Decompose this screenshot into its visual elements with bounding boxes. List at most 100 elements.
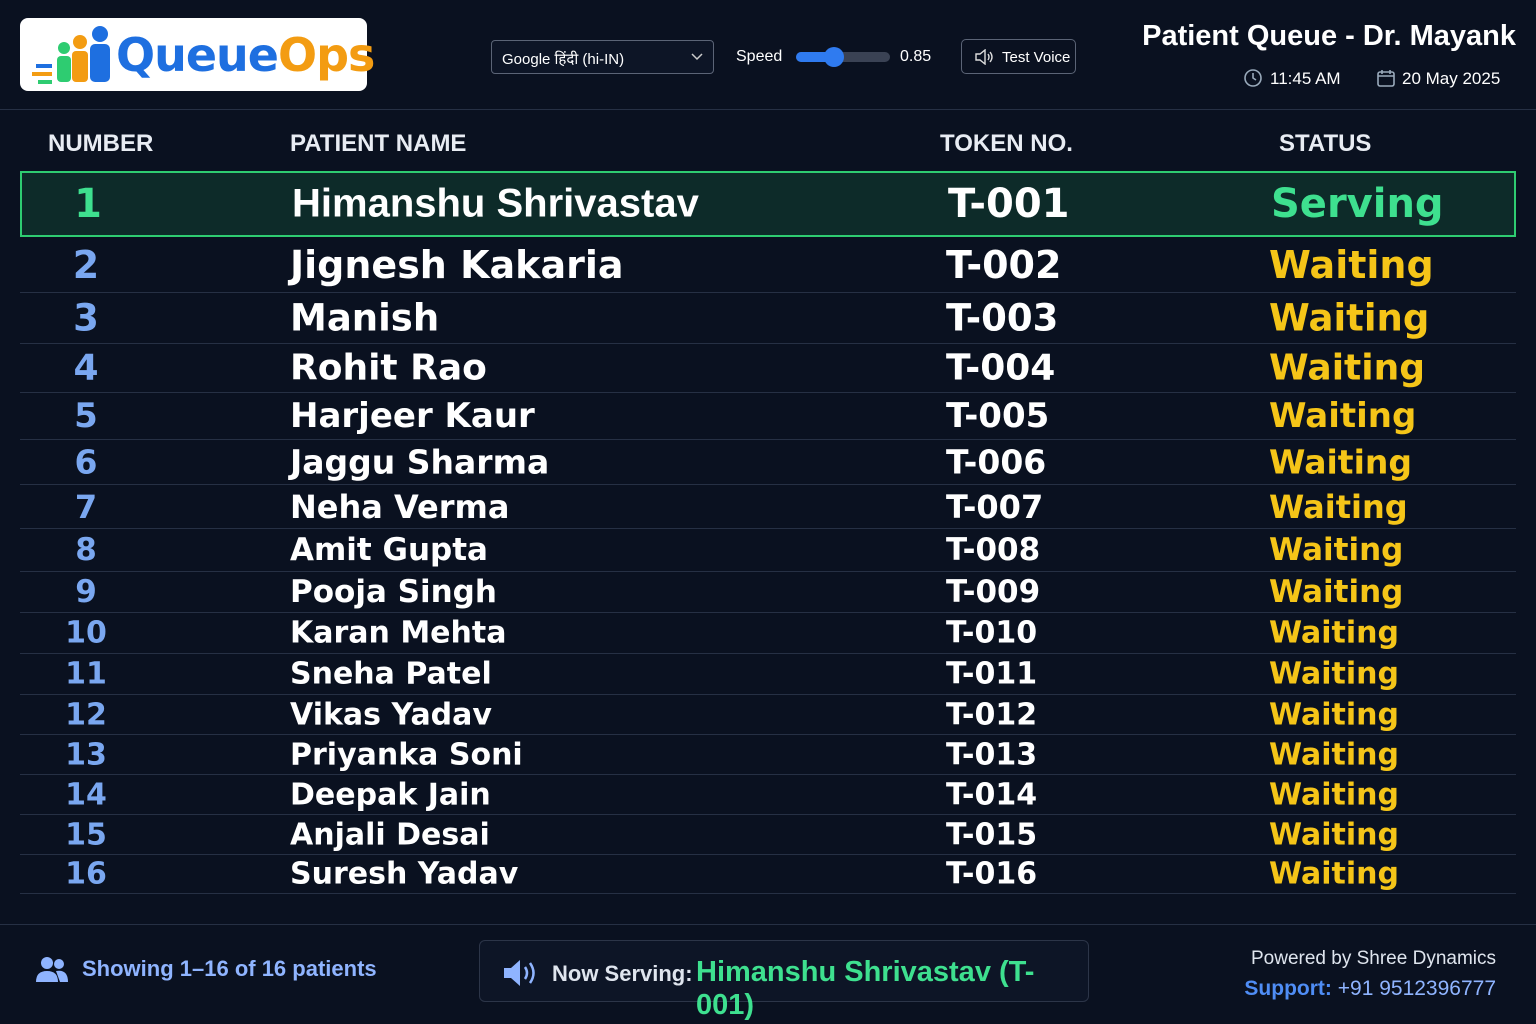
speed-slider[interactable]: [796, 47, 890, 67]
row-number: 11: [65, 656, 107, 692]
queue-row: 12 Vikas Yadav T-012 Waiting: [20, 695, 1516, 735]
token-number: T-002: [946, 242, 1062, 287]
row-number: 8: [75, 532, 97, 568]
row-number: 16: [65, 856, 107, 892]
queue-row: 8 Amit Gupta T-008 Waiting: [20, 529, 1516, 572]
now-serving-name: Himanshu Shrivastav (T-001): [696, 956, 1035, 1021]
now-serving-box: Now Serving: Himanshu Shrivastav (T-001): [479, 940, 1089, 1021]
queue-row: 11 Sneha Patel T-011 Waiting: [20, 654, 1516, 695]
queue-row: 5 Harjeer Kaur T-005 Waiting: [20, 393, 1516, 440]
support-label: Support:: [1244, 977, 1332, 1000]
queue-row: 9 Pooja Singh T-009 Waiting: [20, 572, 1516, 613]
row-number: 6: [74, 442, 98, 482]
queue-row: 14 Deepak Jain T-014 Waiting: [20, 775, 1516, 815]
status: Waiting: [1269, 656, 1400, 692]
token-number: T-013: [946, 737, 1038, 772]
patient-name: Suresh Yadav: [290, 856, 519, 892]
divider: [0, 109, 1536, 110]
slider-thumb[interactable]: [824, 47, 844, 67]
patient-name: Amit Gupta: [290, 532, 488, 568]
users-icon: [36, 957, 68, 982]
showing-count: Showing 1–16 of 16 patients: [82, 956, 377, 981]
status: Waiting: [1269, 777, 1400, 812]
speaker-icon: [504, 960, 535, 986]
row-number: 10: [65, 615, 107, 651]
queue-row: 15 Anjali Desai T-015 Waiting: [20, 815, 1516, 855]
status: Waiting: [1269, 737, 1400, 772]
queue-row: 13 Priyanka Soni T-013 Waiting: [20, 735, 1516, 775]
test-voice-button[interactable]: Test Voice: [961, 39, 1076, 74]
test-voice-text: Test Voice: [1002, 49, 1071, 66]
voice-select-text: Google हिंदी (hi-IN): [502, 51, 625, 68]
patient-name: Jignesh Kakaria: [290, 242, 624, 287]
token-number: T-006: [946, 442, 1047, 482]
status: Waiting: [1269, 487, 1408, 526]
voice-select[interactable]: Google हिंदी (hi-IN): [491, 40, 714, 74]
powered-by: Powered by Shree Dynamics: [1251, 948, 1496, 969]
patient-name: Himanshu Shrivastav: [292, 181, 699, 226]
patient-name: Sneha Patel: [290, 656, 492, 692]
row-number: 3: [73, 296, 99, 340]
row-number: 14: [65, 777, 107, 812]
token-number: T-012: [946, 697, 1038, 732]
queue-row: 2 Jignesh Kakaria T-002 Waiting: [20, 237, 1516, 293]
column-header: NUMBER: [48, 130, 154, 157]
logo-ops: Ops: [278, 28, 375, 82]
logo-icon: [32, 26, 110, 84]
row-number: 1: [74, 181, 102, 227]
patient-name: Rohit Rao: [290, 347, 487, 389]
status: Waiting: [1269, 242, 1434, 287]
support: Support: +91 9512396777: [1244, 977, 1496, 1001]
divider: [0, 924, 1536, 925]
chevron: [691, 53, 703, 61]
column-header: TOKEN NO.: [940, 130, 1073, 157]
queue-row: 7 Neha Verma T-007 Waiting: [20, 485, 1516, 529]
row-number: 7: [74, 487, 98, 526]
queue-row: 3 Manish T-003 Waiting: [20, 293, 1516, 344]
date: 20 May 2025: [1402, 69, 1501, 88]
queue-row: 10 Karan Mehta T-010 Waiting: [20, 613, 1516, 654]
patient-name: Harjeer Kaur: [290, 396, 535, 436]
patient-name: Priyanka Soni: [290, 737, 523, 772]
row-number: 15: [65, 817, 107, 852]
token-number: T-011: [946, 656, 1038, 692]
column-header: PATIENT NAME: [290, 130, 467, 157]
calendar-icon: [1377, 70, 1395, 87]
token-number: T-010: [946, 615, 1038, 651]
row-number: 12: [65, 697, 107, 732]
logo-text: QueueOps: [116, 28, 375, 82]
token-number: T-005: [946, 396, 1050, 436]
queue-row: 16 Suresh Yadav T-016 Waiting: [20, 855, 1516, 894]
token-number: T-001: [948, 181, 1070, 227]
status: Waiting: [1269, 442, 1413, 482]
queue-row: 6 Jaggu Sharma T-006 Waiting: [20, 440, 1516, 485]
row-number: 9: [75, 574, 97, 610]
patient-name: Vikas Yadav: [290, 697, 492, 732]
token-number: T-009: [946, 574, 1041, 610]
row-number: 5: [74, 396, 98, 436]
status: Waiting: [1269, 396, 1417, 436]
queue-row: 1 Himanshu Shrivastav T-001 Serving: [20, 171, 1516, 237]
status: Serving: [1271, 181, 1444, 227]
status: Waiting: [1269, 817, 1400, 852]
column-header: STATUS: [1279, 130, 1372, 157]
token-number: T-004: [946, 347, 1056, 389]
logo: QueueOps: [20, 18, 375, 91]
clock-icon: [1244, 69, 1262, 87]
patient-name: Manish: [290, 296, 440, 340]
token-number: T-008: [946, 532, 1041, 568]
token-number: T-016: [946, 856, 1038, 892]
status: Waiting: [1269, 296, 1430, 340]
patient-name: Anjali Desai: [290, 817, 490, 852]
status: Waiting: [1269, 615, 1400, 651]
patient-name: Jaggu Sharma: [290, 442, 550, 482]
row-number: 4: [73, 347, 99, 389]
token-number: T-015: [946, 817, 1038, 852]
patient-name: Neha Verma: [290, 487, 510, 526]
status: Waiting: [1269, 697, 1400, 732]
patient-name: Deepak Jain: [290, 777, 491, 812]
page-title: Patient Queue - Dr. Mayank: [1142, 20, 1516, 52]
speaker-icon: [975, 49, 993, 65]
support-number: +91 9512396777: [1337, 977, 1496, 1000]
